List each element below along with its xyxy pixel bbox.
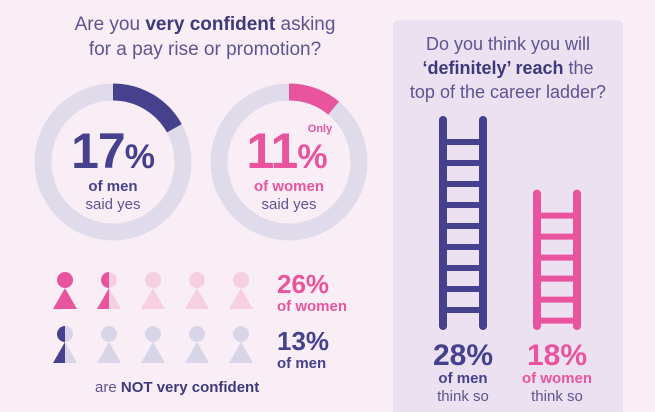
donut-women-value: 11%: [246, 123, 328, 179]
ladder-women: [533, 189, 581, 330]
not-confident-caption: are NOT very confident: [95, 379, 260, 396]
ladder-women-label: of women think so: [522, 370, 592, 405]
ladder-panel: [393, 20, 623, 412]
donut-men-arc: [112, 83, 182, 133]
donut-men-value: 17%: [71, 123, 155, 179]
men-icon-row: [53, 326, 253, 363]
ladder-men-value: 28%: [432, 339, 494, 372]
person-icon: [229, 326, 253, 363]
person-icon: [185, 326, 209, 363]
person-icon: [97, 272, 121, 309]
women-icon-row: [53, 272, 253, 309]
donut-women-only: Only: [307, 123, 333, 135]
person-icon: [53, 272, 77, 309]
confidence-question: Are you very confident asking for a pay …: [74, 14, 336, 60]
donut-men-label: of men said yes: [85, 178, 141, 213]
ladder-question: Do you think you will ‘definitely’ reach…: [409, 34, 607, 102]
person-icon: [185, 272, 209, 309]
ladder-men: [439, 116, 487, 330]
ladder-women-value: 18%: [526, 339, 588, 372]
person-icon: [229, 272, 253, 309]
men-not-confident-label: of men: [277, 355, 327, 372]
person-icon: [141, 272, 165, 309]
women-not-confident-label: of women: [277, 298, 347, 315]
women-not-confident: 26% of women: [277, 270, 347, 316]
men-not-confident: 13% of men: [277, 327, 329, 373]
person-icon: [141, 326, 165, 363]
men-not-confident-value: 13%: [277, 326, 330, 356]
women-not-confident-value: 26%: [277, 269, 330, 299]
person-icon: [97, 326, 121, 363]
donut-women-label: of women said yes: [254, 178, 324, 213]
donut-women-arc: [288, 83, 340, 115]
person-icon: [53, 326, 77, 363]
ladder-men-label: of men think so: [437, 370, 489, 405]
